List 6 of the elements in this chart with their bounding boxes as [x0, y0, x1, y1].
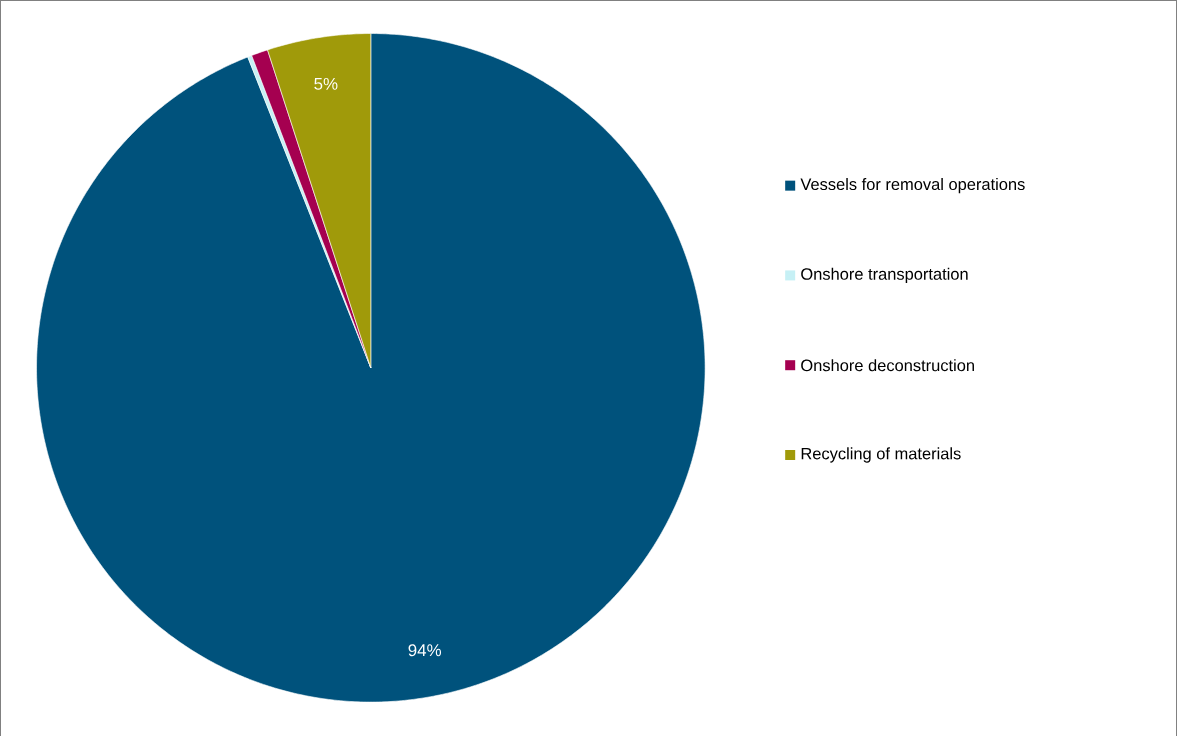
legend-label: Recycling of materials — [801, 447, 961, 463]
legend-label: Onshore transportation — [801, 267, 968, 284]
data-label: 5% — [314, 78, 338, 91]
legend-label: Vessels for removal operations — [800, 178, 1025, 194]
data-label: 94% — [408, 644, 442, 657]
legend-label: Onshore deconstruction — [801, 359, 974, 372]
